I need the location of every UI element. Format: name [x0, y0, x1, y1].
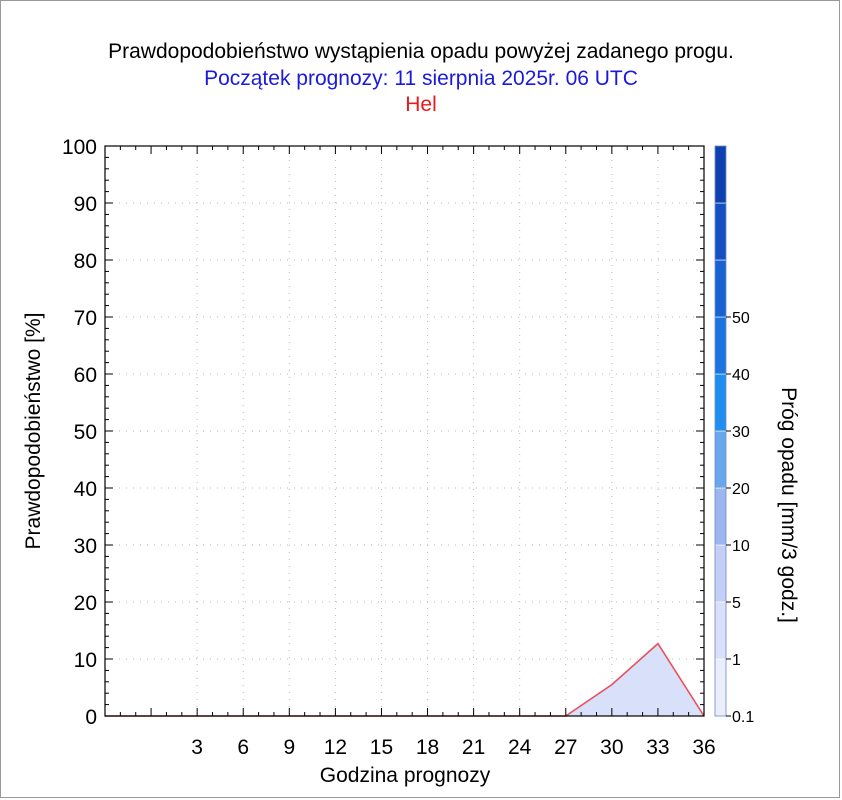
x-tick-label: 24 [508, 736, 532, 759]
colorbar-label: 5 [732, 595, 741, 612]
series-area-fill [105, 643, 704, 716]
colorbar-segment [714, 373, 727, 432]
x-tick-label: 36 [692, 736, 715, 759]
colorbar-label: 10 [732, 538, 750, 555]
y-tick-label: 40 [74, 478, 97, 501]
y-tick-label: 100 [62, 136, 97, 159]
colorbar-segment [714, 544, 727, 603]
y-tick-label: 70 [74, 307, 97, 330]
colorbar-label: 0.1 [732, 709, 754, 726]
x-tick-label: 33 [646, 736, 669, 759]
colorbar-title: Próg opadu [mm/3 godz.] [777, 387, 800, 623]
colorbar-label: 1 [732, 652, 741, 669]
y-axis-tick-labels: 0 10 20 30 40 50 60 70 80 90 100 [62, 136, 97, 729]
colorbar-label: 40 [732, 367, 750, 384]
colorbar-segment [714, 430, 727, 489]
series-area [105, 642, 705, 717]
plot-area-border [104, 145, 705, 717]
x-axis-title: Godzina prognozy [320, 764, 491, 787]
x-tick-label: 9 [283, 736, 295, 759]
chart-subtitle: Początek prognozy: 11 sierpnia 2025r. 06… [204, 67, 638, 90]
x-tick-label: 15 [370, 736, 393, 759]
x-tick-label: 21 [462, 736, 485, 759]
y-tick-label: 0 [85, 706, 97, 729]
colorbar-segment [714, 658, 727, 717]
colorbar-label: 30 [732, 424, 750, 441]
y-tick-label: 20 [74, 592, 97, 615]
colorbar-segment [714, 316, 727, 375]
y-tick-label: 10 [74, 649, 97, 672]
colorbar-label: 50 [732, 310, 750, 327]
tick-marks [104, 145, 705, 717]
x-tick-label: 30 [600, 736, 623, 759]
y-axis-title: Prawdopodobieństwo [%] [22, 313, 45, 550]
x-axis-tick-labels: 3 6 9 12 15 18 21 24 27 30 33 36 [191, 736, 715, 759]
y-tick-label: 30 [74, 535, 97, 558]
colorbar-segment [714, 259, 727, 318]
colorbar-label: 20 [732, 481, 750, 498]
x-tick-label: 12 [324, 736, 347, 759]
colorbar-segment [714, 487, 727, 546]
x-tick-label: 27 [554, 736, 577, 759]
x-tick-label: 6 [237, 736, 249, 759]
colorbar-segment [714, 202, 727, 261]
y-tick-label: 60 [74, 364, 97, 387]
x-tick-label: 18 [416, 736, 439, 759]
chart-title: Prawdopodobieństwo wystąpienia opadu pow… [108, 40, 734, 63]
colorbar-segment [714, 601, 727, 660]
colorbar-segment [714, 145, 727, 204]
colorbar: 0.1 1 5 10 20 30 40 50 [714, 145, 754, 726]
grid-lines [105, 146, 704, 716]
y-tick-label: 80 [74, 250, 97, 273]
y-tick-label: 50 [74, 421, 97, 444]
x-tick-label: 3 [191, 736, 203, 759]
y-tick-label: 90 [74, 193, 97, 216]
station-name: Hel [405, 93, 437, 116]
